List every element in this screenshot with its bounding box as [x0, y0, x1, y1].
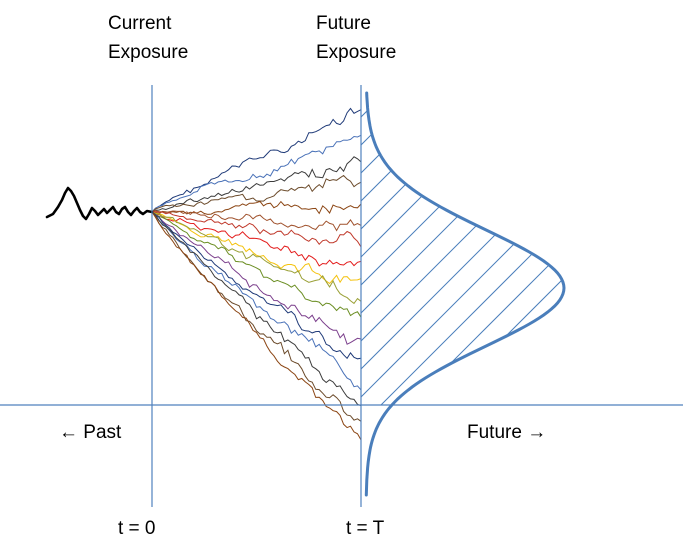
simulated-path: [151, 211, 362, 360]
simulated-path: [151, 211, 362, 345]
hatch-line: [408, 93, 564, 405]
tT-label: t = T: [346, 518, 385, 539]
simulated-path: [151, 200, 362, 215]
hatch-line: [548, 93, 564, 405]
hatch-line: [577, 85, 683, 405]
hatch-line: [464, 93, 564, 405]
simulated-path: [151, 211, 362, 248]
simulated-path: [151, 211, 362, 407]
future-exposure-label: Future Exposure: [316, 13, 397, 63]
hatch-line: [661, 85, 683, 405]
hatch-line: [492, 93, 564, 405]
hatch-line: [436, 93, 564, 405]
hatch-line: [0, 85, 309, 405]
simulated-path: [151, 174, 362, 213]
distribution-hatch: [0, 85, 683, 405]
hatch-line: [361, 93, 422, 405]
hatch-line: [605, 85, 683, 405]
hatch-line: [633, 85, 683, 405]
simulated-path: [151, 211, 362, 285]
simulated-path: [151, 211, 362, 305]
simulated-path: [151, 211, 362, 318]
hatch-line: [520, 93, 564, 405]
past-label: ← Past: [59, 422, 122, 443]
simulated-paths: [151, 107, 362, 441]
simulated-path: [151, 211, 362, 267]
hatch-line: [17, 85, 337, 405]
simulated-path: [151, 134, 362, 213]
t0-label: t = 0: [118, 518, 156, 539]
hatch-line: [380, 93, 564, 405]
simulated-path: [151, 209, 362, 232]
simulated-path: [151, 211, 362, 391]
simulated-path: [151, 107, 362, 213]
hatch-line: [361, 93, 366, 405]
future-label: Future →: [467, 422, 547, 443]
hatch-line: [361, 93, 564, 405]
hatch-line: [361, 93, 564, 405]
simulated-path: [151, 211, 362, 422]
simulated-path: [151, 211, 362, 441]
current-exposure-label: Current Exposure: [108, 13, 189, 63]
distribution-curve: [364, 91, 566, 497]
historical-path: [45, 186, 154, 221]
simulated-path: [151, 156, 362, 213]
